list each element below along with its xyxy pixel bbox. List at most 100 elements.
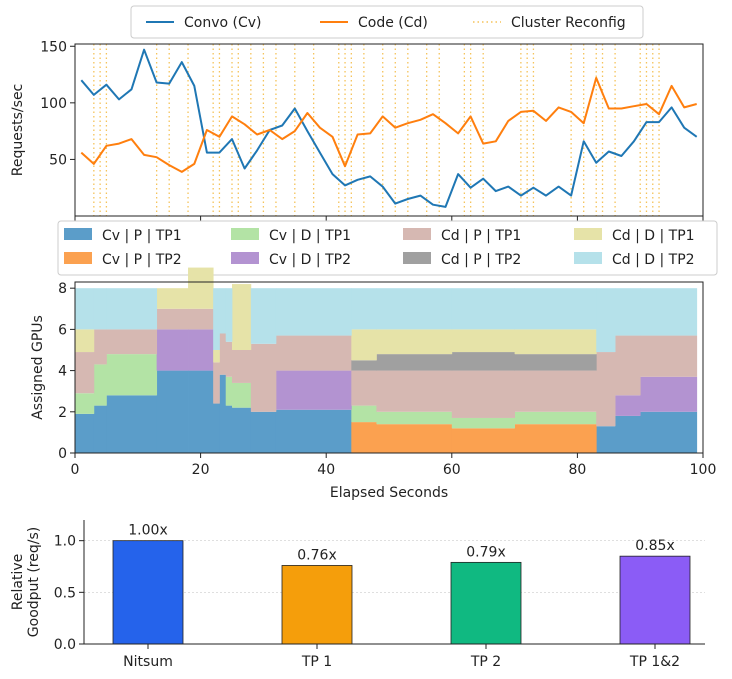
area-segment [106, 395, 157, 453]
area-segment [376, 354, 452, 370]
area-segment [75, 329, 94, 352]
area-segment [75, 352, 94, 393]
area-segment [452, 329, 515, 352]
legend-label-cd-p-tp1: Cd | P | TP1 [441, 228, 521, 244]
area-segment [640, 412, 697, 453]
y-tick-label: 4 [58, 364, 67, 380]
area-segment [615, 416, 641, 453]
area-segment [94, 406, 107, 453]
series-code-cd [81, 78, 696, 172]
area-segment [157, 329, 189, 370]
area-segment [376, 371, 452, 412]
area-segment [75, 414, 94, 453]
x-tick-label: 60 [443, 462, 461, 478]
area-segment [452, 428, 515, 453]
legend-swatch-cd-d-tp1 [574, 228, 602, 240]
legend-swatch-cv-p-tp2 [64, 252, 92, 264]
y-tick-label: 8 [58, 281, 67, 297]
area-segment [276, 336, 352, 371]
line-legend: Convo (Cv)Code (Cd)Cluster Reconfig [131, 6, 643, 38]
legend-label-cd-d-tp1: Cd | D | TP1 [612, 228, 695, 244]
legend-label-cv-d-tp2: Cv | D | TP2 [269, 252, 351, 268]
area-segment [232, 350, 251, 383]
legend-label-cd-p-tp2: Cd | P | TP2 [441, 252, 521, 268]
y-axis-label: Relative [10, 554, 26, 610]
x-axis-label: Elapsed Seconds [330, 485, 448, 501]
area-segment [75, 288, 94, 329]
bar-value-label: 0.76x [297, 547, 336, 563]
area-segment [452, 288, 515, 329]
legend-label-code-cd: Code (Cd) [358, 15, 428, 31]
y-tick-label: 150 [40, 39, 67, 55]
y-axis-label: Requests/sec [10, 84, 26, 176]
y-tick-label: 100 [40, 96, 67, 112]
area-segment [94, 288, 107, 329]
area-segment [213, 350, 220, 362]
area-segment [188, 329, 214, 370]
area-segment [251, 412, 277, 453]
area-segment [376, 288, 452, 329]
area-segment [157, 371, 189, 453]
legend-label-cd-d-tp2: Cd | D | TP2 [612, 252, 695, 268]
area-segment [188, 309, 214, 330]
x-tick-label: 80 [568, 462, 586, 478]
x-tick-label: TP 2 [470, 654, 501, 670]
bar-value-label: 0.79x [466, 544, 505, 560]
area-segment [640, 377, 697, 412]
area-segment [351, 406, 377, 422]
area-segment [106, 329, 157, 354]
area-segment [213, 288, 220, 350]
area-segment [452, 371, 515, 418]
area-segment [219, 334, 226, 375]
area-segment [351, 288, 377, 329]
area-segment [232, 408, 251, 453]
area-segment [213, 362, 220, 403]
area-segment [157, 309, 189, 330]
area-segment [219, 375, 226, 453]
area-segment [106, 288, 157, 329]
area-segment [226, 342, 233, 377]
area-segment [615, 336, 641, 396]
bar-nitsum [113, 541, 183, 644]
area-segment [213, 404, 220, 453]
legend-label-cv-p-tp1: Cv | P | TP1 [102, 228, 182, 244]
series-cd-p-tp2 [351, 352, 596, 371]
area-segment [351, 422, 377, 453]
y-tick-label: 0.0 [54, 637, 76, 653]
area-segment [515, 412, 597, 424]
area-segment [226, 377, 233, 406]
area-segment [351, 329, 377, 360]
legend-swatch-cd-d-tp2 [574, 252, 602, 264]
area-segment [452, 418, 515, 428]
area-segment [94, 329, 107, 364]
area-segment [615, 395, 641, 416]
area-segment [515, 329, 597, 354]
x-tick-label: 0 [71, 462, 80, 478]
bar-tp-1 [282, 565, 352, 644]
reconfig-lines [94, 44, 659, 216]
area-segment [226, 288, 233, 342]
x-tick-label: 100 [690, 462, 717, 478]
y-tick-label: 0.5 [54, 585, 76, 601]
area-segment [276, 371, 352, 410]
area-segment [376, 412, 452, 424]
area-segment [232, 284, 251, 350]
area-segment [596, 288, 615, 352]
y-axis-label: Goodput (req/s) [26, 527, 42, 637]
area-segment [226, 406, 233, 453]
y-tick-label: 0 [58, 446, 67, 462]
area-segment [219, 288, 226, 333]
legend-swatch-cd-p-tp1 [403, 228, 431, 240]
x-tick-label: TP 1&2 [629, 654, 680, 670]
y-tick-label: 2 [58, 405, 67, 421]
bar-value-label: 0.85x [635, 538, 674, 554]
area-segment [596, 426, 615, 453]
area-segment [232, 383, 251, 408]
area-segment [515, 288, 597, 329]
area-segment [276, 288, 352, 335]
